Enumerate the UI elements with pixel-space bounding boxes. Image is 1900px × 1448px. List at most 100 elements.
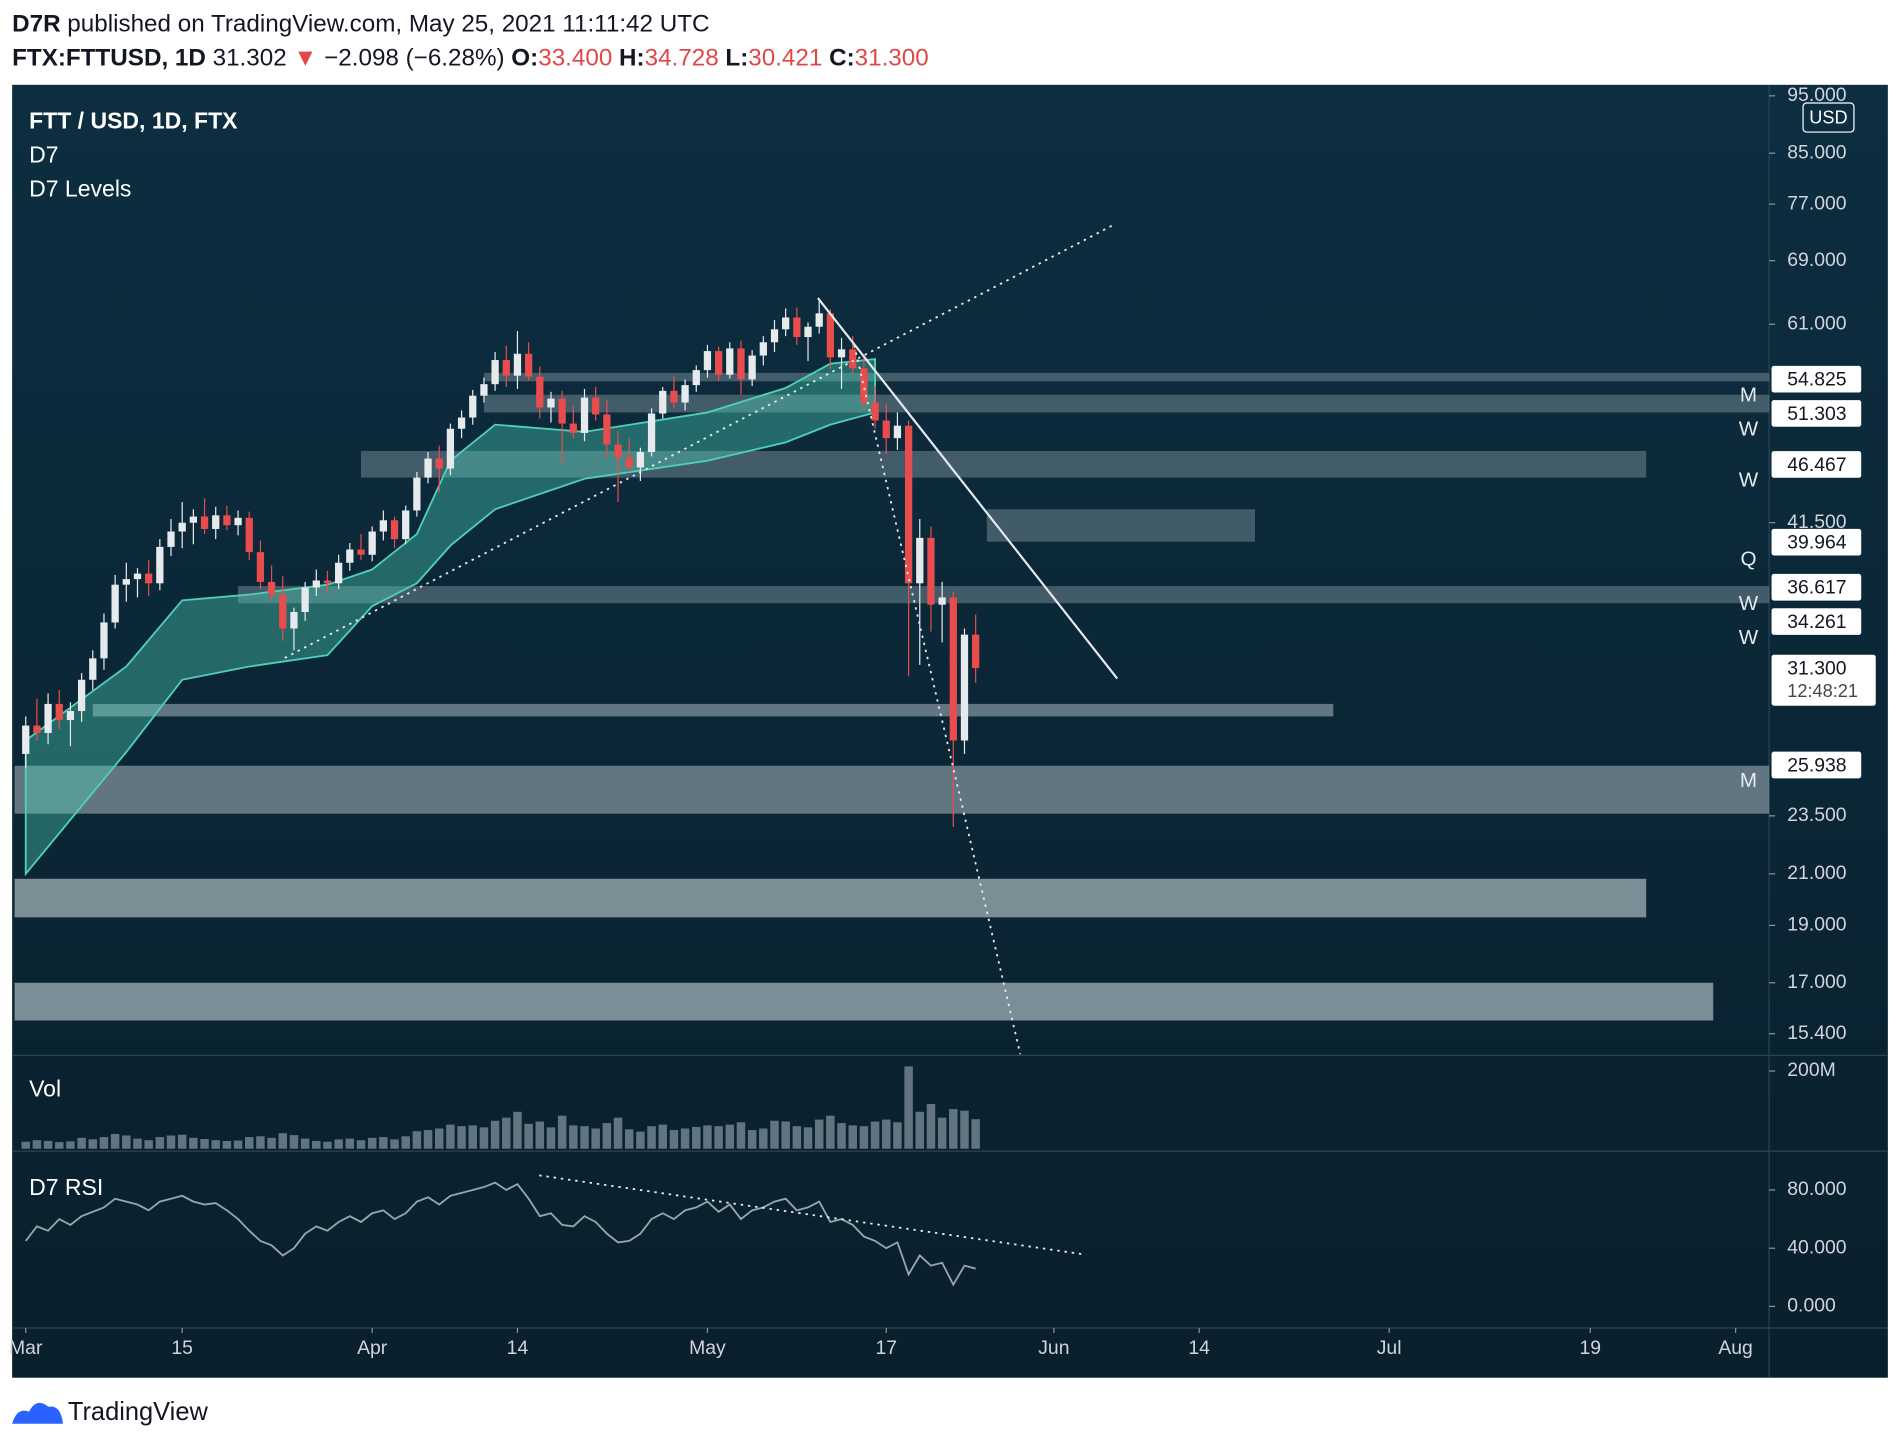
candle-body: [714, 351, 723, 375]
candle-body: [893, 425, 902, 439]
volume-bar: [580, 1126, 589, 1149]
volume-bar: [703, 1125, 712, 1149]
x-tick-label: 15: [171, 1337, 193, 1359]
volume-bar: [423, 1130, 433, 1149]
volume-bar: [99, 1137, 109, 1149]
brand: TradingView: [68, 1398, 209, 1426]
ohlc-value: 31.300: [855, 44, 929, 71]
candle-body: [379, 520, 387, 532]
volume-bar: [692, 1126, 701, 1149]
price-label-box: [1771, 751, 1862, 779]
candle-body: [223, 515, 231, 526]
candle-body: [156, 546, 164, 584]
candle-body: [55, 703, 63, 721]
volume-bar: [490, 1120, 500, 1149]
volume-bar: [189, 1137, 198, 1149]
level-zone: [92, 703, 1334, 717]
candle-body: [904, 425, 913, 584]
price-label-box: [1771, 400, 1862, 427]
candle-body: [480, 384, 488, 396]
candle-body: [178, 522, 186, 532]
volume-bar: [814, 1119, 824, 1149]
volume-bar: [155, 1137, 165, 1149]
arrow: ▼: [293, 44, 317, 71]
candle-body: [703, 351, 712, 371]
candle-body: [513, 353, 522, 376]
x-tick-label: Mar: [9, 1337, 43, 1359]
volume-bar: [524, 1123, 533, 1149]
ohlc-key: L:: [725, 44, 748, 71]
candle-body: [111, 584, 119, 623]
volume-bar: [669, 1130, 679, 1149]
y-tick-label: 200M: [1787, 1059, 1835, 1081]
ohlc-key: C:: [829, 44, 855, 71]
volume-bar: [222, 1140, 232, 1149]
volume-bar: [747, 1130, 757, 1149]
price-label-box: [1771, 654, 1876, 706]
volume-bar: [356, 1140, 366, 1149]
x-tick-label: 19: [1580, 1337, 1602, 1359]
x-tick-label: Apr: [357, 1337, 388, 1359]
candle-body: [826, 313, 835, 358]
y-tick-label: 15.400: [1787, 1022, 1846, 1044]
candle-body: [726, 348, 734, 375]
y-tick-label: 17.000: [1787, 971, 1846, 993]
volume-bar: [680, 1128, 690, 1149]
candle-body: [949, 597, 957, 741]
candle-body: [100, 622, 108, 659]
volume-bar: [457, 1126, 466, 1149]
volume-bar: [110, 1133, 120, 1149]
volume-bar: [345, 1138, 355, 1149]
candle-body: [457, 417, 466, 429]
candle-body: [301, 587, 309, 613]
candle-body: [89, 658, 97, 680]
candle-body: [346, 549, 354, 563]
zone-label: W: [1739, 626, 1759, 649]
candle-body: [133, 573, 142, 580]
volume-bar: [88, 1139, 98, 1149]
volume-bar: [256, 1136, 265, 1149]
candle-body: [402, 510, 410, 540]
volume-bar: [21, 1141, 30, 1149]
volume-bar: [803, 1127, 813, 1149]
zone-label: W: [1739, 592, 1759, 615]
candle-body: [871, 402, 879, 421]
volume-bar: [725, 1124, 735, 1149]
ohlc-value: 30.421: [748, 44, 822, 71]
volume-bar: [770, 1120, 779, 1149]
candle-body: [435, 458, 443, 469]
x-tick-label: 17: [875, 1337, 897, 1359]
candle-body: [614, 444, 622, 458]
currency-badge[interactable]: [1802, 102, 1855, 133]
y-tick-label: 23.500: [1787, 804, 1846, 826]
volume-bar: [32, 1140, 42, 1149]
level-zone: [14, 765, 1770, 814]
volume-bar: [792, 1126, 802, 1149]
price-label-box: [1771, 573, 1862, 601]
volume-bar: [177, 1134, 187, 1149]
volume-bar: [647, 1126, 656, 1149]
volume-bar: [390, 1139, 399, 1149]
candle-body: [390, 520, 399, 540]
plot: [14, 298, 1770, 1287]
volume-bar: [479, 1127, 489, 1149]
candle-body: [547, 398, 555, 408]
y-tick-label: 85.000: [1787, 141, 1846, 163]
ohlc-key: O:: [511, 44, 538, 71]
candle-body: [759, 342, 767, 356]
price-label-box: [1771, 365, 1862, 393]
volume-bar: [569, 1125, 578, 1149]
last-price: 31.302: [213, 44, 287, 71]
volume-bar: [334, 1139, 343, 1149]
candle-body: [659, 390, 667, 414]
volume-bar: [55, 1142, 64, 1149]
candle-body: [636, 452, 645, 468]
volume-bar: [211, 1140, 220, 1149]
logo-icon: [12, 1402, 64, 1424]
candle-body: [469, 395, 477, 418]
volume-bar: [926, 1104, 936, 1149]
price-label-box: [1771, 608, 1862, 635]
zone-label: M: [1740, 769, 1757, 792]
x-tick-label: Aug: [1718, 1337, 1752, 1359]
